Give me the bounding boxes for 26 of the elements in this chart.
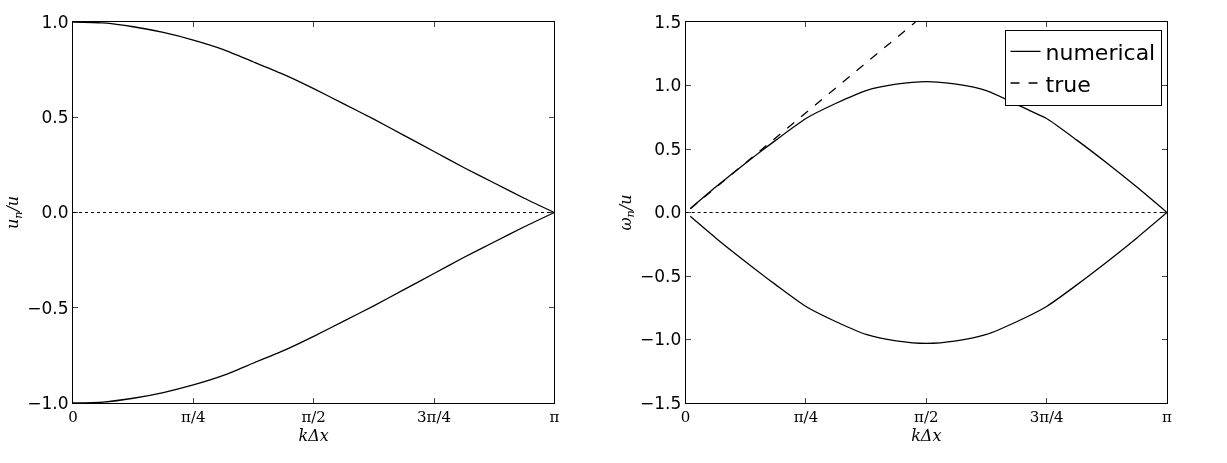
y-tick-label: 1.0 xyxy=(41,11,69,32)
y-tick-label: −0.5 xyxy=(639,265,682,286)
x-tick-label: π xyxy=(1162,408,1173,426)
legend-label: numerical xyxy=(1045,40,1156,65)
x-axis-title: kΔx xyxy=(911,426,942,445)
y-tick-label: −1.5 xyxy=(639,392,682,413)
y-tick-label: −0.5 xyxy=(27,297,69,318)
legend-label: true xyxy=(1045,71,1091,97)
y-tick-label: 0.5 xyxy=(41,107,69,128)
y-tick-label: 0.0 xyxy=(41,202,69,223)
y-tick-label: −1.0 xyxy=(27,392,69,413)
x-tick-label: π/2 xyxy=(301,408,326,426)
x-tick-label: 0 xyxy=(680,408,691,426)
y-tick-label: 0.0 xyxy=(654,202,682,223)
x-tick-label: π xyxy=(549,408,560,426)
x-tick-label: 0 xyxy=(68,408,78,426)
x-tick-label: 3π/4 xyxy=(417,408,452,426)
y-tick-label: 1.5 xyxy=(654,11,682,32)
x-tick-label: π/4 xyxy=(181,408,206,426)
x-tick-label: π/2 xyxy=(914,408,939,426)
x-tick-label: π/4 xyxy=(793,408,819,426)
y-tick-label: 0.5 xyxy=(654,138,682,159)
y-tick-label: 1.0 xyxy=(654,75,682,96)
y-tick-label: −1.0 xyxy=(639,329,682,350)
x-tick-label: 3π/4 xyxy=(1029,408,1064,426)
x-axis-title: kΔx xyxy=(298,426,329,445)
